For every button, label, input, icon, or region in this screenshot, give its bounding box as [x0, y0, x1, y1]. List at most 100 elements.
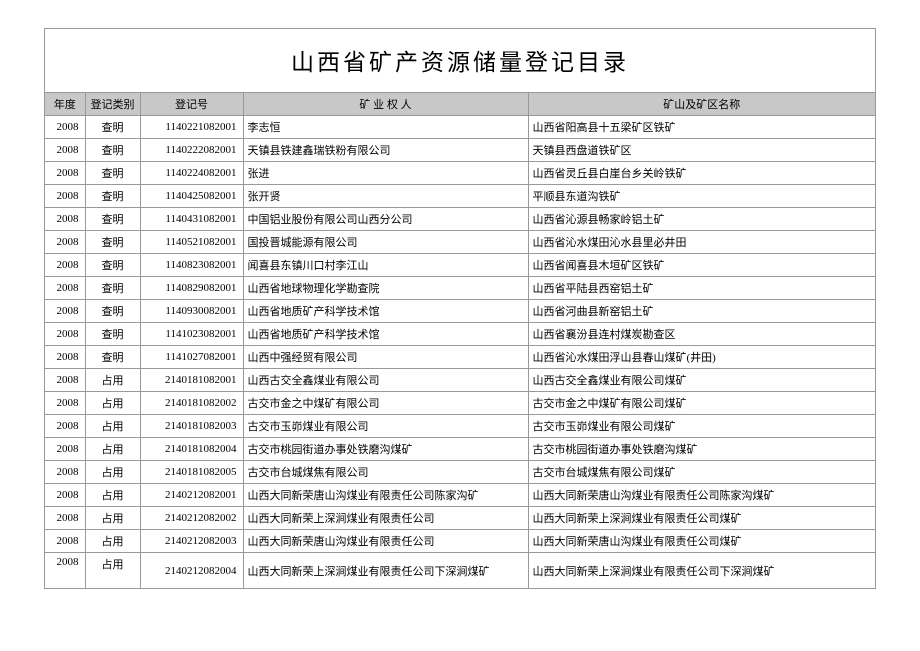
- table-row: 2008查明1140224082001张进山西省灵丘县白崖台乡关岭铁矿: [45, 162, 876, 185]
- cell-year: 2008: [45, 277, 85, 300]
- cell-owner: 古交市台城煤焦有限公司: [243, 461, 528, 484]
- cell-year: 2008: [45, 208, 85, 231]
- table-row: 2008查明1141027082001山西中强经贸有限公司山西省沁水煤田浮山县春…: [45, 346, 876, 369]
- cell-type: 占用: [85, 530, 140, 553]
- cell-year: 2008: [45, 323, 85, 346]
- table-row: 2008占用2140181082004古交市桃园街道办事处铁磨沟煤矿古交市桃园街…: [45, 438, 876, 461]
- cell-regno: 2140181082005: [140, 461, 243, 484]
- table-container: 山西省矿产资源储量登记目录 年度 登记类别 登记号 矿 业 权 人 矿山及矿区名…: [44, 28, 876, 589]
- page-title: 山西省矿产资源储量登记目录: [45, 29, 876, 93]
- table-row: 2008占用2140181082003古交市玉峁煤业有限公司古交市玉峁煤业有限公…: [45, 415, 876, 438]
- cell-area: 山西省灵丘县白崖台乡关岭铁矿: [528, 162, 876, 185]
- cell-year: 2008: [45, 185, 85, 208]
- cell-regno: 1140829082001: [140, 277, 243, 300]
- cell-area: 古交市金之中煤矿有限公司煤矿: [528, 392, 876, 415]
- cell-owner: 天镇县铁建鑫瑞铁粉有限公司: [243, 139, 528, 162]
- cell-regno: 1140930082001: [140, 300, 243, 323]
- table-row: 2008占用2140181082002古交市金之中煤矿有限公司古交市金之中煤矿有…: [45, 392, 876, 415]
- cell-year: 2008: [45, 461, 85, 484]
- cell-regno: 2140181082004: [140, 438, 243, 461]
- cell-type: 查明: [85, 116, 140, 139]
- cell-year: 2008: [45, 231, 85, 254]
- cell-regno: 2140181082001: [140, 369, 243, 392]
- header-year: 年度: [45, 93, 85, 116]
- table-row: 2008查明1140930082001山西省地质矿产科学技术馆山西省河曲县新窑铝…: [45, 300, 876, 323]
- header-regno: 登记号: [140, 93, 243, 116]
- cell-area: 山西大同新荣上深涧煤业有限责任公司下深涧煤矿: [528, 553, 876, 589]
- header-owner: 矿 业 权 人: [243, 93, 528, 116]
- cell-year: 2008: [45, 254, 85, 277]
- cell-year: 2008: [45, 346, 85, 369]
- table-row: 2008查明1140425082001张开贤平顺县东道沟铁矿: [45, 185, 876, 208]
- table-row: 2008占用2140181082001山西古交全鑫煤业有限公司山西古交全鑫煤业有…: [45, 369, 876, 392]
- cell-owner: 山西大同新荣唐山沟煤业有限责任公司: [243, 530, 528, 553]
- cell-type: 查明: [85, 254, 140, 277]
- cell-type: 占用: [85, 369, 140, 392]
- cell-regno: 2140212082001: [140, 484, 243, 507]
- cell-regno: 1140425082001: [140, 185, 243, 208]
- cell-owner: 国投晋城能源有限公司: [243, 231, 528, 254]
- cell-area: 古交市台城煤焦有限公司煤矿: [528, 461, 876, 484]
- table-row: 2008占用2140212082001山西大同新荣唐山沟煤业有限责任公司陈家沟矿…: [45, 484, 876, 507]
- cell-type: 占用: [85, 392, 140, 415]
- data-table: 年度 登记类别 登记号 矿 业 权 人 矿山及矿区名称 2008查明114022…: [45, 93, 876, 589]
- cell-type: 占用: [85, 461, 140, 484]
- cell-owner: 李志恒: [243, 116, 528, 139]
- table-row: 2008查明1140221082001李志恒山西省阳高县十五梁矿区铁矿: [45, 116, 876, 139]
- cell-area: 山西大同新荣唐山沟煤业有限责任公司煤矿: [528, 530, 876, 553]
- cell-owner: 古交市金之中煤矿有限公司: [243, 392, 528, 415]
- cell-type: 占用: [85, 507, 140, 530]
- cell-owner: 张进: [243, 162, 528, 185]
- cell-area: 古交市桃园街道办事处铁磨沟煤矿: [528, 438, 876, 461]
- cell-area: 山西省沁源县畅家岭铝土矿: [528, 208, 876, 231]
- cell-year: 2008: [45, 530, 85, 553]
- cell-owner: 山西大同新荣上深涧煤业有限责任公司: [243, 507, 528, 530]
- cell-type: 占用: [85, 553, 140, 589]
- cell-owner: 山西省地质矿产科学技术馆: [243, 300, 528, 323]
- cell-area: 山西省闻喜县木垣矿区铁矿: [528, 254, 876, 277]
- cell-regno: 1140224082001: [140, 162, 243, 185]
- cell-type: 查明: [85, 300, 140, 323]
- cell-regno: 1140431082001: [140, 208, 243, 231]
- cell-type: 占用: [85, 484, 140, 507]
- cell-owner: 张开贤: [243, 185, 528, 208]
- cell-regno: 2140212082002: [140, 507, 243, 530]
- cell-area: 古交市玉峁煤业有限公司煤矿: [528, 415, 876, 438]
- header-area: 矿山及矿区名称: [528, 93, 876, 116]
- cell-regno: 2140212082003: [140, 530, 243, 553]
- cell-type: 查明: [85, 139, 140, 162]
- cell-regno: 1141027082001: [140, 346, 243, 369]
- cell-owner: 山西古交全鑫煤业有限公司: [243, 369, 528, 392]
- cell-area: 山西省沁水煤田浮山县春山煤矿(井田): [528, 346, 876, 369]
- cell-year: 2008: [45, 162, 85, 185]
- cell-owner: 中国铝业股份有限公司山西分公司: [243, 208, 528, 231]
- cell-type: 查明: [85, 346, 140, 369]
- cell-type: 查明: [85, 185, 140, 208]
- cell-owner: 山西大同新荣唐山沟煤业有限责任公司陈家沟矿: [243, 484, 528, 507]
- cell-regno: 2140181082002: [140, 392, 243, 415]
- cell-year: 2008: [45, 139, 85, 162]
- table-row: 2008查明1140431082001中国铝业股份有限公司山西分公司山西省沁源县…: [45, 208, 876, 231]
- cell-owner: 山西中强经贸有限公司: [243, 346, 528, 369]
- table-row: 2008占用2140212082003山西大同新荣唐山沟煤业有限责任公司山西大同…: [45, 530, 876, 553]
- cell-regno: 1140221082001: [140, 116, 243, 139]
- cell-area: 平顺县东道沟铁矿: [528, 185, 876, 208]
- table-row: 2008查明1140222082001天镇县铁建鑫瑞铁粉有限公司天镇县西盘道铁矿…: [45, 139, 876, 162]
- table-row: 2008查明1140829082001山西省地球物理化学勘查院山西省平陆县西窑铝…: [45, 277, 876, 300]
- cell-type: 查明: [85, 208, 140, 231]
- cell-area: 山西省阳高县十五梁矿区铁矿: [528, 116, 876, 139]
- cell-type: 占用: [85, 438, 140, 461]
- cell-area: 山西大同新荣上深涧煤业有限责任公司煤矿: [528, 507, 876, 530]
- cell-year: 2008: [45, 369, 85, 392]
- cell-regno: 1140521082001: [140, 231, 243, 254]
- cell-regno: 1140222082001: [140, 139, 243, 162]
- cell-area: 山西省河曲县新窑铝土矿: [528, 300, 876, 323]
- cell-year: 2008: [45, 116, 85, 139]
- cell-area: 天镇县西盘道铁矿区: [528, 139, 876, 162]
- cell-area: 山西大同新荣唐山沟煤业有限责任公司陈家沟煤矿: [528, 484, 876, 507]
- cell-type: 查明: [85, 277, 140, 300]
- cell-type: 占用: [85, 415, 140, 438]
- table-row: 2008占用2140212082004山西大同新荣上深涧煤业有限责任公司下深涧煤…: [45, 553, 876, 589]
- cell-regno: 2140181082003: [140, 415, 243, 438]
- cell-year: 2008: [45, 392, 85, 415]
